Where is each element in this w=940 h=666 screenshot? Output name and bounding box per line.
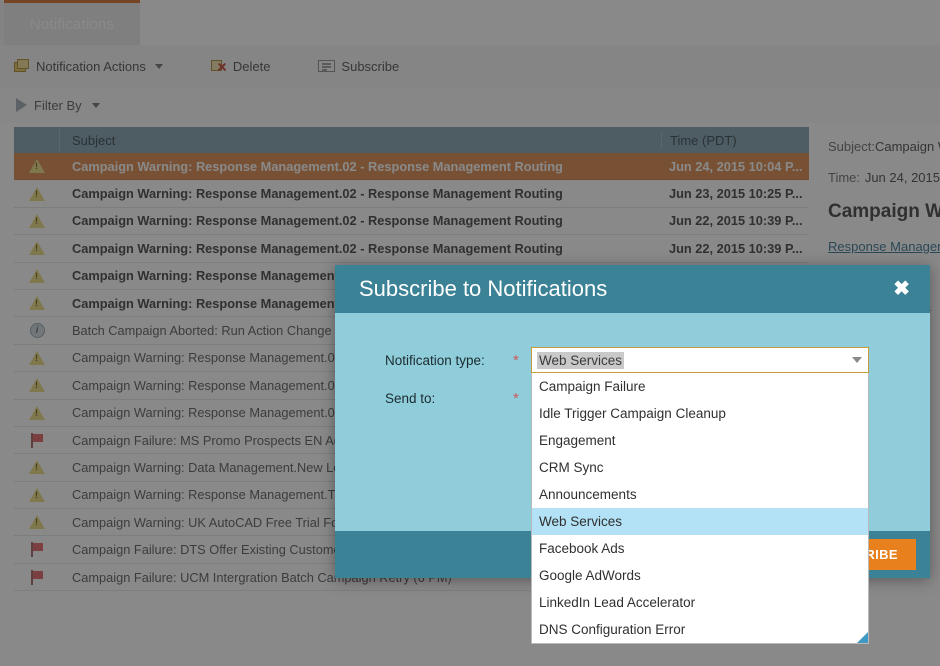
notification-type-label: Notification type:: [385, 352, 485, 368]
chevron-down-icon[interactable]: [852, 357, 862, 363]
combo-option[interactable]: Announcements: [539, 487, 637, 502]
send-to-row: Send to: *: [335, 379, 930, 417]
notification-type-row: Notification type: * Web Services Campai…: [335, 341, 930, 644]
combo-option[interactable]: Web Services: [532, 508, 868, 535]
modal-title: Subscribe to Notifications: [359, 276, 608, 301]
notification-type-input[interactable]: Web Services: [531, 347, 869, 373]
required-asterisk: *: [513, 389, 519, 407]
combo-option[interactable]: CRM Sync: [539, 460, 604, 475]
combo-option[interactable]: Idle Trigger Campaign Cleanup: [539, 406, 726, 421]
notification-type-combobox[interactable]: Web Services Campaign Failure Idle Trigge…: [531, 347, 869, 644]
modal-header: Subscribe to Notifications ✖: [335, 265, 930, 313]
required-asterisk: *: [513, 351, 519, 369]
combo-option[interactable]: Engagement: [539, 433, 616, 448]
combo-option[interactable]: DNS Configuration Error: [539, 622, 686, 637]
combo-option[interactable]: Campaign Failure: [539, 379, 646, 394]
combo-option[interactable]: LinkedIn Lead Accelerator: [539, 595, 696, 610]
notification-type-value: Web Services: [537, 351, 625, 369]
subscribe-modal: Subscribe to Notifications ✖ Notificatio…: [335, 265, 930, 644]
combo-option[interactable]: Facebook Ads: [539, 541, 625, 556]
send-to-label: Send to:: [385, 390, 436, 406]
notification-type-options-list[interactable]: Campaign Failure Idle Trigger Campaign Cl…: [531, 373, 869, 644]
resize-grip-icon[interactable]: [857, 632, 868, 643]
combo-option[interactable]: Google AdWords: [539, 568, 641, 583]
close-icon[interactable]: ✖: [893, 278, 910, 300]
modal-body: Notification type: * Web Services Campai…: [335, 313, 930, 644]
